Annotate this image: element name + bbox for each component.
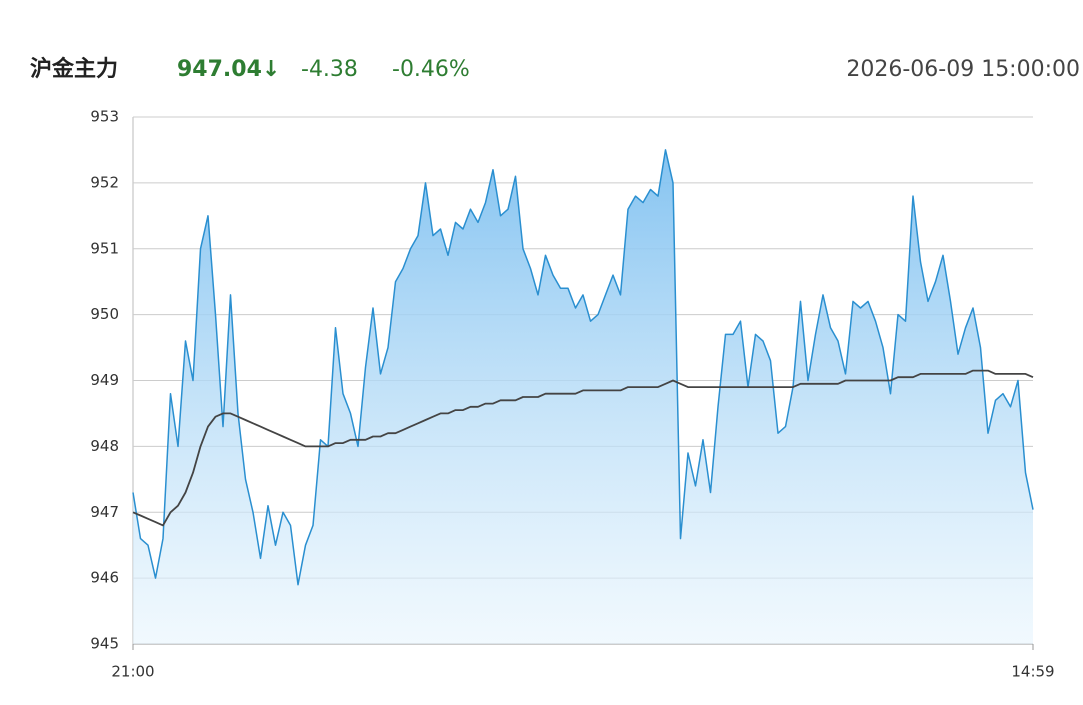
y-tick-label: 952 bbox=[90, 173, 119, 191]
title: 沪金主力 bbox=[30, 56, 118, 82]
price: 947.04↓ bbox=[177, 57, 280, 82]
y-tick-label: 951 bbox=[90, 239, 119, 257]
y-tick-label: 948 bbox=[90, 437, 119, 455]
area-fill bbox=[133, 149, 1033, 644]
x-tick-label: 21:00 bbox=[111, 663, 154, 681]
timestamp: 2026-06-09 15:00:00 bbox=[846, 57, 1080, 82]
y-tick-label: 950 bbox=[90, 305, 119, 323]
series-line bbox=[132, 369, 1034, 527]
y-tick-label: 947 bbox=[90, 503, 119, 521]
y-tick-label: 949 bbox=[90, 371, 119, 389]
series-line bbox=[132, 149, 1034, 586]
y-tick-label: 946 bbox=[90, 569, 119, 587]
y-tick-label: 953 bbox=[90, 108, 119, 126]
change: -4.38 bbox=[301, 57, 358, 82]
change-pct: -0.46% bbox=[392, 57, 470, 82]
y-tick-label: 945 bbox=[90, 635, 119, 653]
x-tick-label: 14:59 bbox=[1011, 663, 1054, 681]
